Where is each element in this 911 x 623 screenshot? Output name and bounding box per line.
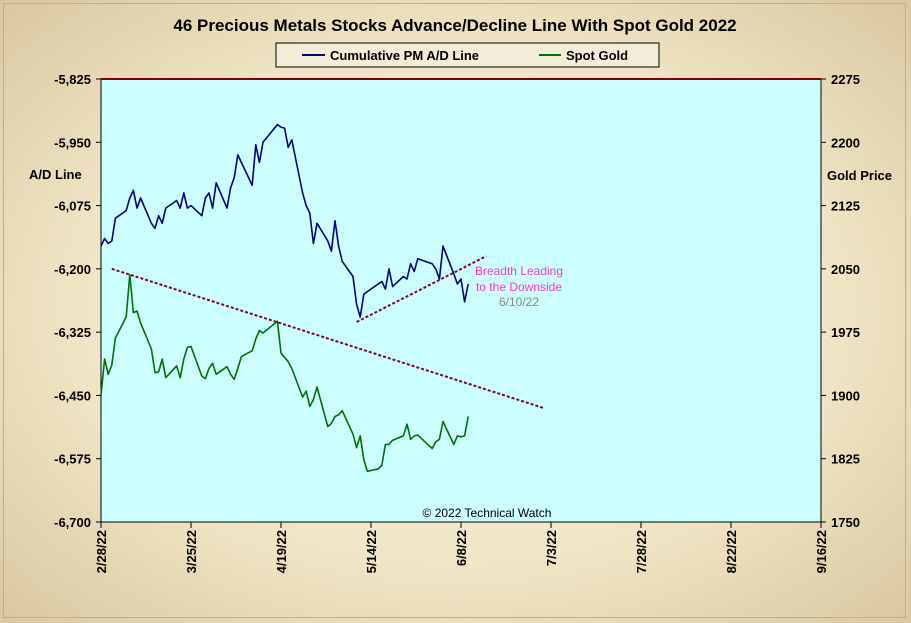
annotation-to-the-downside: to the Downside [476, 280, 562, 294]
left-axis: -5,825 -5,950 -6,075 -6,200 -6,325 -6,450 -6,5… [54, 72, 101, 530]
x-tick-label: 5/14/22 [364, 530, 379, 573]
left-tick-label: -6,325 [54, 325, 91, 340]
x-tick-label: 7/28/22 [634, 530, 649, 573]
trendline-0 [356, 255, 487, 323]
left-tick-label: -6,200 [54, 262, 91, 277]
left-tick-label: -6,575 [54, 452, 91, 467]
series-ad-line [100, 123, 469, 318]
copyright-note: © 2022 Technical Watch [423, 506, 552, 520]
annotation-date: 6/10/22 [499, 295, 539, 309]
chart-title: 46 Precious Metals Stocks Advance/Declin… [173, 16, 736, 35]
left-axis-title: A/D Line [29, 167, 82, 182]
series-lines [100, 123, 469, 473]
right-tick-label: 2275 [831, 72, 860, 87]
left-tick-label: -5,950 [54, 135, 91, 150]
x-tick-label: 6/8/22 [454, 530, 469, 566]
x-tick-label: 2/28/22 [94, 530, 109, 573]
series-spot-gold [100, 273, 469, 473]
right-tick-label: 2050 [831, 262, 860, 277]
x-axis: 2/28/22 3/25/22 4/19/22 5/14/22 6/8/22 7/3/22… [94, 522, 829, 573]
right-tick-label: 1750 [831, 515, 860, 530]
x-tick-label: 7/3/22 [544, 530, 559, 566]
left-tick-label: -6,450 [54, 388, 91, 403]
plot-area [100, 78, 822, 523]
right-tick-label: 1975 [831, 325, 860, 340]
x-tick-label: 4/19/22 [274, 530, 289, 573]
right-axis-title: Gold Price [827, 168, 892, 183]
x-tick-label: 3/25/22 [184, 530, 199, 573]
legend-label-ad-line: Cumulative PM A/D Line [330, 48, 479, 63]
legend-label-spot-gold: Spot Gold [566, 48, 628, 63]
legend-box [275, 42, 660, 68]
x-tick-label: 8/22/22 [724, 530, 739, 573]
x-tick-label: 9/16/22 [814, 530, 829, 573]
trendlines [111, 255, 545, 410]
right-tick-label: 2200 [831, 135, 860, 150]
frame-border [3, 3, 906, 618]
left-tick-label: -6,700 [54, 515, 91, 530]
annotation-breadth-leading: Breadth Leading [475, 264, 563, 278]
legend: Cumulative PM A/D Line Spot Gold [275, 42, 660, 68]
trendline-1 [111, 267, 545, 410]
right-tick-label: 1900 [831, 388, 860, 403]
right-axis: 2275 2200 2125 2050 1975 1900 1825 1750 [821, 72, 860, 530]
right-tick-label: 2125 [831, 199, 860, 214]
left-tick-label: -5,825 [54, 72, 91, 87]
left-tick-label: -6,075 [54, 199, 91, 214]
right-tick-label: 1825 [831, 452, 860, 467]
